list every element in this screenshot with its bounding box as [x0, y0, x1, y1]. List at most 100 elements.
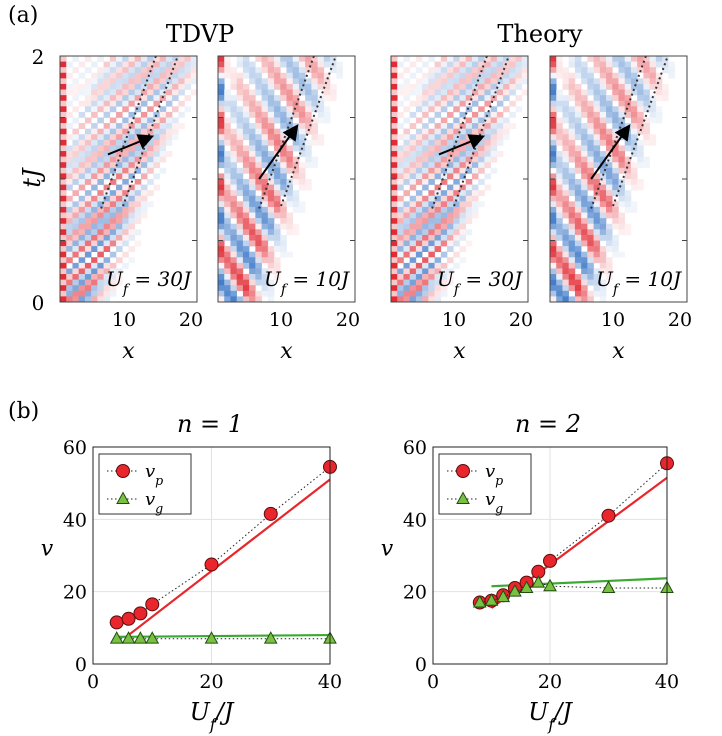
heatmap-cell [249, 223, 256, 230]
heatmap-cell [109, 223, 117, 230]
heatmap-cell [459, 95, 467, 102]
heatmap-cell [397, 279, 404, 286]
heatmap-cell [159, 128, 167, 135]
heatmap-cell [140, 195, 148, 202]
heatmap-cell [478, 95, 485, 102]
heatmap-cell [172, 95, 179, 102]
heatmap-cell [409, 151, 417, 157]
heatmap-cell [109, 206, 117, 213]
heatmap-cell [286, 229, 294, 236]
heatmap-cell [587, 89, 594, 96]
heatmap-cell [587, 72, 594, 79]
heatmap-cell [453, 145, 460, 152]
heatmap-cell [550, 106, 557, 113]
heatmap-cell [415, 279, 423, 286]
heatmap-cell [503, 134, 510, 141]
heatmap-cell [298, 179, 306, 185]
heatmap-cell [116, 195, 123, 202]
heatmap-cell [249, 184, 256, 191]
heatmap-cell [556, 184, 563, 191]
heatmap-cell [116, 167, 123, 174]
heatmap-cell [556, 201, 563, 208]
heatmap-cell [593, 67, 601, 74]
heatmap-cell [606, 56, 613, 62]
heatmap-cell [91, 123, 98, 129]
heatmap-cell [447, 240, 454, 247]
heatmap-cell [267, 184, 275, 191]
heatmap-cell [453, 234, 460, 241]
heatmap-cell [612, 106, 619, 113]
heatmap-cell [593, 212, 601, 219]
heatmap-cell [242, 100, 250, 107]
heatmap-cell [440, 240, 448, 247]
heatmap-cell [311, 139, 318, 146]
heatmap-cell [471, 123, 479, 129]
heatmap-cell [103, 134, 111, 141]
heatmap-cell [153, 83, 160, 90]
heatmap-cell [84, 246, 92, 252]
heatmap-cell [409, 279, 417, 286]
heatmap-cell [97, 56, 104, 62]
heatmap-cell [311, 134, 318, 141]
heatmap-cell [606, 234, 613, 241]
heatmap-cell [267, 83, 275, 90]
heatmap-cell [465, 229, 473, 236]
heatmap-cell [550, 128, 557, 135]
heatmap-cell [459, 100, 467, 107]
heatmap-cell [218, 218, 225, 225]
heatmap-cell [550, 78, 557, 85]
heatmap-cell [556, 190, 563, 197]
heatmap-cell [218, 246, 225, 252]
heatmap-cell [415, 201, 423, 208]
heatmap-cell [447, 274, 454, 280]
heatmap-cell [122, 134, 129, 141]
heatmap-cell [153, 100, 160, 107]
heatmap-cell [261, 257, 269, 264]
heatmap-cell [261, 145, 269, 152]
heatmap-cell [643, 156, 650, 163]
heatmap-cell [662, 83, 669, 90]
heatmap-cell [612, 179, 619, 185]
heatmap-cell [562, 229, 569, 236]
heatmap-cell [109, 156, 117, 163]
heatmap-cell [298, 106, 306, 113]
heatmap-cell [618, 151, 626, 157]
heatmap-cell [224, 162, 231, 169]
heatmap-cell [391, 117, 398, 124]
heatmap-cell [280, 72, 287, 79]
heatmap-cell [422, 279, 429, 286]
heatmap-cell [91, 151, 98, 157]
heatmap-cell [267, 95, 275, 102]
data-point-v-g [519, 580, 534, 594]
heatmap-cell [172, 128, 179, 135]
heatmap-cell [422, 89, 429, 96]
heatmap-cell [153, 156, 160, 163]
heatmap-cell [453, 201, 460, 208]
heatmap-cell [267, 139, 275, 146]
heatmap-cell [593, 100, 601, 107]
heatmap-cell [515, 67, 523, 74]
heatmap-cell [587, 268, 594, 275]
heatmap-cell [447, 111, 454, 118]
heatmap-cell [503, 117, 510, 124]
heatmap-cell [218, 206, 225, 213]
heatmap-cell [415, 179, 423, 185]
heatmap-cell [459, 190, 467, 197]
heatmap-cell [550, 290, 557, 297]
heatmap-cell [391, 56, 398, 62]
heatmap-cell [624, 173, 632, 180]
heatmap-cell [242, 56, 250, 62]
heatmap-cell [236, 61, 244, 68]
heatmap-cell [261, 229, 269, 236]
heatmap-cell [643, 139, 650, 146]
heatmap-cell [397, 201, 404, 208]
heatmap-cell [612, 78, 619, 85]
heatmap-cell [165, 139, 173, 146]
heatmap-cell [72, 268, 79, 275]
heatmap-cell [224, 296, 231, 303]
heatmap-cell [490, 78, 498, 85]
heatmap-cell [422, 290, 429, 297]
heatmap-cell [599, 123, 607, 129]
heatmap-cell [311, 106, 318, 113]
heatmap-cell [178, 111, 185, 118]
